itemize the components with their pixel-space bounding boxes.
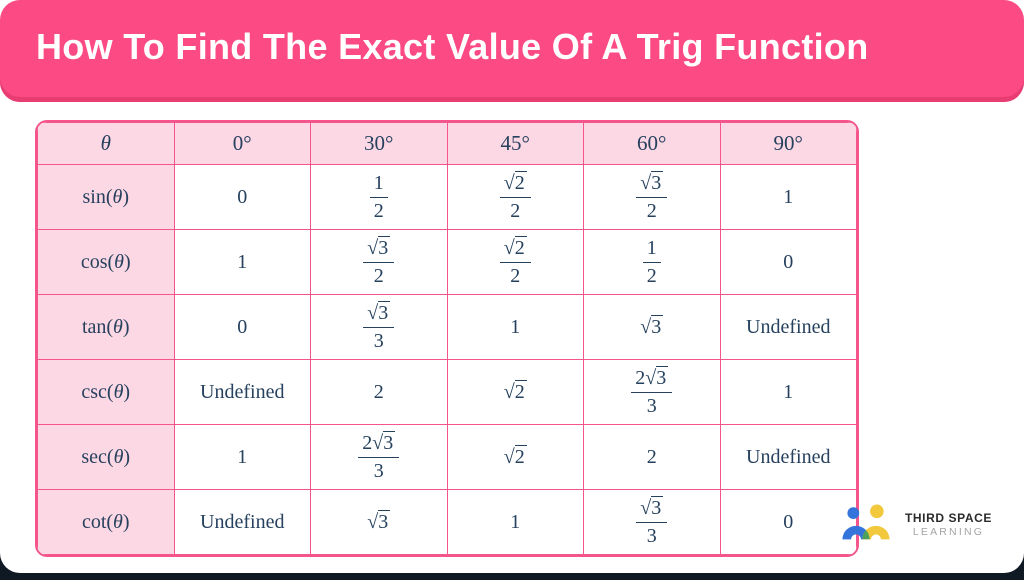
value-cell: √2 — [446, 359, 584, 425]
value-cell: 1 — [719, 359, 857, 425]
value-cell: Undefined — [719, 424, 857, 490]
value-cell: √3 — [310, 489, 448, 555]
table-header-row: θ 0° 30° 45° 60° 90° — [37, 122, 857, 165]
row-label-tan: tan(θ) — [37, 294, 175, 360]
value-cell: 2√3 3 — [583, 359, 721, 425]
value-cell: 2 — [583, 424, 721, 490]
value-cell: 0 — [719, 229, 857, 295]
col-header-angle: 30° — [310, 122, 448, 165]
value-cell: 1 — [173, 229, 311, 295]
value-cell: Undefined — [173, 359, 311, 425]
row-label-csc: csc(θ) — [37, 359, 175, 425]
col-header-angle: 90° — [719, 122, 857, 165]
value-cell: √2 2 — [446, 229, 584, 295]
value-cell: 2 — [310, 359, 448, 425]
value-cell: √2 2 — [446, 164, 584, 230]
table-row: tan(θ) 0 √3 3 1 √3 Undefined — [37, 294, 857, 360]
value-cell: √3 — [583, 294, 721, 360]
table-row: cot(θ) Undefined √3 1 √3 3 0 — [37, 489, 857, 555]
value-cell: √3 3 — [310, 294, 448, 360]
value-cell: 0 — [719, 489, 857, 555]
col-header-angle: 60° — [583, 122, 721, 165]
logo-line1: THIRD SPACE — [904, 510, 992, 525]
row-label-sec: sec(θ) — [37, 424, 175, 490]
logo-text: THIRD SPACE LEARNING — [905, 511, 992, 538]
col-header-angle: 45° — [446, 122, 584, 165]
value-cell: 1 — [446, 489, 584, 555]
value-cell: Undefined — [173, 489, 311, 555]
col-header-theta: θ — [37, 122, 175, 165]
value-cell: 0 — [173, 164, 311, 230]
table-row: sin(θ) 0 1 2 √2 2 √3 2 1 — [37, 164, 857, 230]
table-row: csc(θ) Undefined 2 √2 2√3 3 1 — [37, 359, 857, 425]
trig-values-table: θ 0° 30° 45° 60° 90° sin(θ) 0 1 2 √2 2 √3 2 1 cos(θ) 1 √… — [35, 120, 859, 557]
row-label-sin: sin(θ) — [37, 164, 175, 230]
value-cell: 0 — [173, 294, 311, 360]
row-label-cot: cot(θ) — [37, 489, 175, 555]
value-cell: 1 — [446, 294, 584, 360]
table-row: sec(θ) 1 2√3 3 √2 2 Undefined — [37, 424, 857, 490]
table-row: cos(θ) 1 √3 2 √2 2 1 2 0 — [37, 229, 857, 295]
value-cell: Undefined — [719, 294, 857, 360]
logo-icon — [842, 504, 890, 540]
col-header-angle: 0° — [173, 122, 311, 165]
title-banner: How To Find The Exact Value Of A Trig Fu… — [0, 0, 1024, 102]
value-cell: 1 — [719, 164, 857, 230]
value-cell: √3 2 — [583, 164, 721, 230]
value-cell: √2 — [446, 424, 584, 490]
value-cell: 2√3 3 — [310, 424, 448, 490]
value-cell: 1 — [173, 424, 311, 490]
third-space-learning-logo: THIRD SPACE LEARNING — [837, 501, 992, 547]
value-cell: √3 2 — [310, 229, 448, 295]
value-cell: √3 3 — [583, 489, 721, 555]
page-title: How To Find The Exact Value Of A Trig Fu… — [36, 25, 869, 67]
row-label-cos: cos(θ) — [37, 229, 175, 295]
logo-line2: LEARNING — [912, 525, 985, 538]
